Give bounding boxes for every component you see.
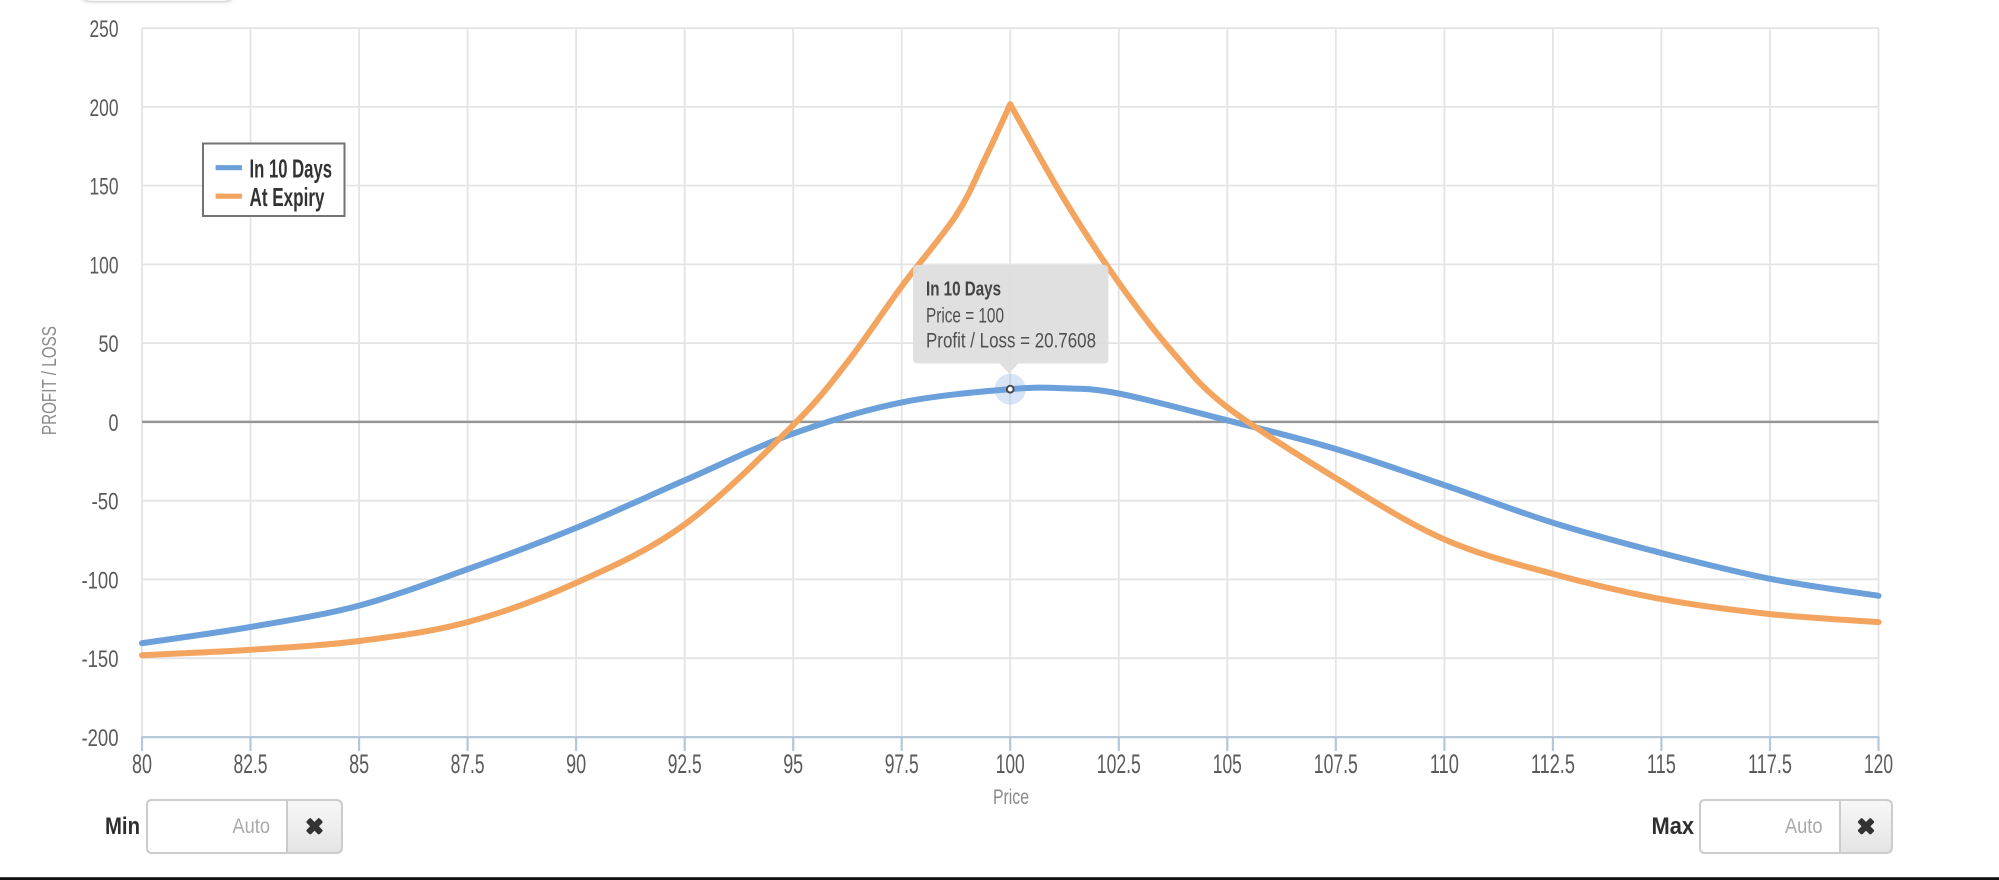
- svg-text:95: 95: [783, 749, 803, 779]
- svg-text:117.5: 117.5: [1748, 749, 1792, 779]
- svg-text:92.5: 92.5: [668, 749, 702, 779]
- svg-text:Max: Max: [1652, 813, 1695, 840]
- svg-text:In 10 Days: In 10 Days: [926, 279, 1001, 301]
- svg-text:50: 50: [99, 331, 119, 358]
- svg-text:At Expiry: At Expiry: [250, 182, 325, 212]
- svg-text:85: 85: [349, 749, 369, 779]
- svg-text:100: 100: [996, 749, 1025, 779]
- svg-text:102.5: 102.5: [1097, 749, 1141, 779]
- svg-text:-50: -50: [92, 489, 119, 516]
- svg-text:-100: -100: [82, 567, 119, 594]
- svg-text:100: 100: [90, 252, 119, 279]
- svg-text:Auto: Auto: [233, 815, 271, 838]
- svg-text:112.5: 112.5: [1531, 749, 1575, 779]
- svg-text:107.5: 107.5: [1314, 749, 1358, 779]
- svg-text:80: 80: [132, 749, 152, 779]
- svg-text:90: 90: [566, 749, 586, 779]
- svg-text:250: 250: [90, 16, 119, 43]
- svg-text:Auto: Auto: [1785, 815, 1823, 838]
- svg-text:-200: -200: [82, 725, 119, 752]
- svg-text:97.5: 97.5: [885, 749, 919, 779]
- svg-text:Price = 100: Price = 100: [926, 304, 1004, 327]
- svg-text:200: 200: [90, 95, 119, 122]
- svg-text:In 10 Days: In 10 Days: [250, 153, 333, 183]
- svg-text:82.5: 82.5: [234, 749, 268, 779]
- svg-text:0: 0: [109, 410, 119, 437]
- svg-text:Profit / Loss = 20.7608: Profit / Loss = 20.7608: [926, 330, 1096, 353]
- svg-text:115: 115: [1647, 749, 1676, 779]
- svg-text:87.5: 87.5: [451, 749, 485, 779]
- svg-text:Min: Min: [105, 813, 140, 840]
- svg-text:110: 110: [1430, 749, 1459, 779]
- svg-text:Price: Price: [993, 786, 1029, 809]
- svg-text:-150: -150: [82, 646, 119, 673]
- svg-text:PROFIT / LOSS: PROFIT / LOSS: [39, 326, 61, 435]
- svg-text:105: 105: [1213, 749, 1242, 779]
- svg-text:120: 120: [1864, 749, 1893, 779]
- svg-text:150: 150: [90, 174, 119, 201]
